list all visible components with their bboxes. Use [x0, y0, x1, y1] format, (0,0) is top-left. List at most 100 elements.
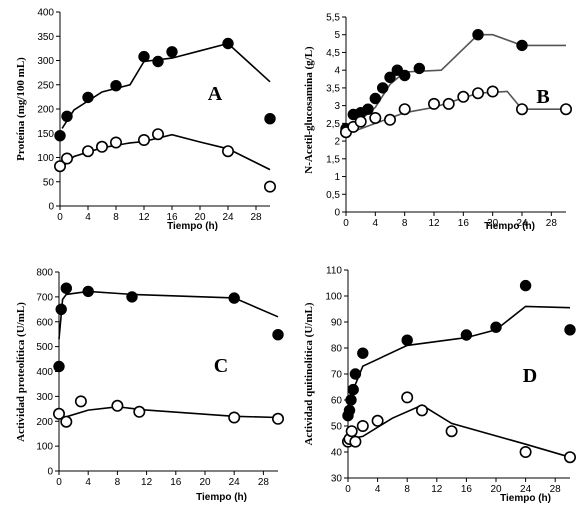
y-tick-label: 0: [334, 208, 340, 219]
y-axis-title: Actividad quitinolítica (U/mL): [303, 302, 315, 445]
y-tick-label: 50: [43, 177, 55, 188]
filled-data-point: [519, 279, 532, 292]
y-tick-label: 1: [334, 172, 340, 183]
x-tick-label: 0: [345, 484, 351, 495]
x-tick-label: 24: [516, 218, 528, 229]
open-series-line: [347, 404, 571, 458]
open-data-point: [369, 112, 382, 125]
filled-data-point: [222, 37, 234, 50]
y-axis-title: Proteína (mg/100 mL): [15, 57, 27, 161]
x-tick-label: 4: [85, 477, 91, 488]
x-tick-label: 12: [138, 212, 150, 223]
x-tick-label: 12: [428, 218, 440, 229]
x-axis-title: Tiempo (h): [167, 221, 218, 232]
filled-data-point: [138, 50, 150, 63]
x-tick-label: 0: [56, 477, 62, 488]
open-data-point: [563, 451, 576, 464]
y-tick-label: 3: [334, 101, 340, 112]
y-tick-label: 500: [36, 342, 53, 353]
filled-data-point: [228, 292, 240, 304]
y-tick-label: 800: [36, 268, 53, 279]
open-data-point: [60, 415, 73, 428]
open-data-point: [398, 103, 411, 116]
open-data-point: [442, 97, 455, 110]
y-tick-label: 0: [47, 467, 53, 478]
y-tick-label: 350: [37, 32, 54, 43]
panel-c: 0 100 200 300 400 500 600 700 800 0 4 8 12 16 20 24 28 Ac…: [15, 268, 284, 503]
x-axis-title: Tiempo (h): [484, 221, 535, 232]
x-tick-label: 28: [258, 477, 270, 488]
filled-data-point: [272, 329, 284, 341]
open-data-point: [427, 97, 440, 110]
filled-series-line: [58, 290, 279, 340]
x-tick-label: 16: [170, 477, 182, 488]
open-data-point: [53, 160, 66, 173]
x-tick-label: 20: [199, 477, 211, 488]
filled-data-point: [264, 113, 276, 125]
y-tick-label: 110: [326, 266, 342, 277]
x-tick-label: 4: [85, 212, 91, 223]
x-tick-label: 8: [113, 212, 119, 223]
open-data-point: [82, 145, 95, 158]
open-data-point: [152, 128, 165, 141]
y-tick-label: 200: [37, 105, 54, 116]
open-data-point: [354, 115, 367, 128]
x-tick-label: 20: [490, 484, 502, 495]
x-tick-label: 12: [431, 484, 443, 495]
open-data-point: [401, 391, 414, 404]
open-data-point: [228, 411, 241, 424]
y-tick-label: 70: [331, 370, 343, 381]
x-tick-label: 28: [250, 212, 262, 223]
y-tick-label: 90: [331, 318, 343, 329]
filled-data-point: [349, 368, 362, 380]
open-data-point: [60, 152, 73, 165]
x-tick-label: 24: [229, 477, 241, 488]
x-axis-title: Tiempo (h): [500, 493, 551, 504]
filled-data-point: [401, 334, 413, 346]
filled-data-point: [54, 130, 66, 142]
y-tick-label: 400: [37, 8, 54, 19]
filled-series-line: [347, 305, 571, 421]
x-tick-label: 4: [375, 484, 381, 495]
filled-data-point: [126, 291, 138, 303]
y-axis-title: Actividad proteolítica (U/mL): [15, 302, 27, 442]
panel-d: 30 40 50 60 70 80 90 100 110 0 4 8 12 16 20 24 28 Activid…: [303, 266, 576, 504]
open-data-point: [96, 140, 109, 153]
open-data-point: [52, 407, 65, 420]
x-tick-label: 20: [194, 212, 206, 223]
filled-data-point: [166, 46, 178, 58]
open-data-point: [383, 113, 396, 126]
y-tick-label: 4: [334, 66, 340, 77]
filled-data-point: [413, 62, 425, 75]
panel-letter: A: [208, 83, 223, 105]
x-tick-label: 4: [373, 218, 379, 229]
filled-data-point: [362, 103, 374, 115]
filled-data-point: [60, 282, 73, 294]
filled-data-point: [343, 404, 356, 417]
open-data-point: [138, 134, 151, 147]
open-data-point: [349, 435, 362, 448]
filled-data-point: [152, 55, 164, 68]
x-tick-label: 28: [550, 484, 562, 495]
filled-data-point: [82, 91, 94, 104]
x-axis-title: Tiempo (h): [196, 492, 247, 503]
x-tick-label: 16: [166, 212, 178, 223]
panel-b: 0 0,5 1 1,5 2 2,5 3 3,5 4 4,5 5 5,5 0 4 8 12 16 20 24 28 N-A…: [303, 13, 572, 232]
y-tick-label: 2,5: [326, 119, 340, 130]
filled-data-point: [347, 383, 359, 396]
y-tick-label: 0,5: [326, 190, 340, 201]
open-data-point: [415, 404, 428, 417]
x-tick-label: 0: [57, 212, 63, 223]
open-data-point: [74, 395, 87, 408]
filled-data-point: [82, 285, 94, 298]
filled-data-point: [399, 69, 411, 82]
x-tick-label: 12: [141, 477, 153, 488]
x-tick-label: 8: [404, 484, 410, 495]
open-data-point: [356, 419, 369, 432]
open-data-point: [345, 425, 358, 438]
open-data-point: [111, 399, 124, 412]
x-tick-label: 20: [487, 218, 499, 229]
panel-letter: D: [523, 365, 537, 387]
x-tick-label: 28: [546, 218, 558, 229]
filled-data-point: [110, 80, 122, 92]
